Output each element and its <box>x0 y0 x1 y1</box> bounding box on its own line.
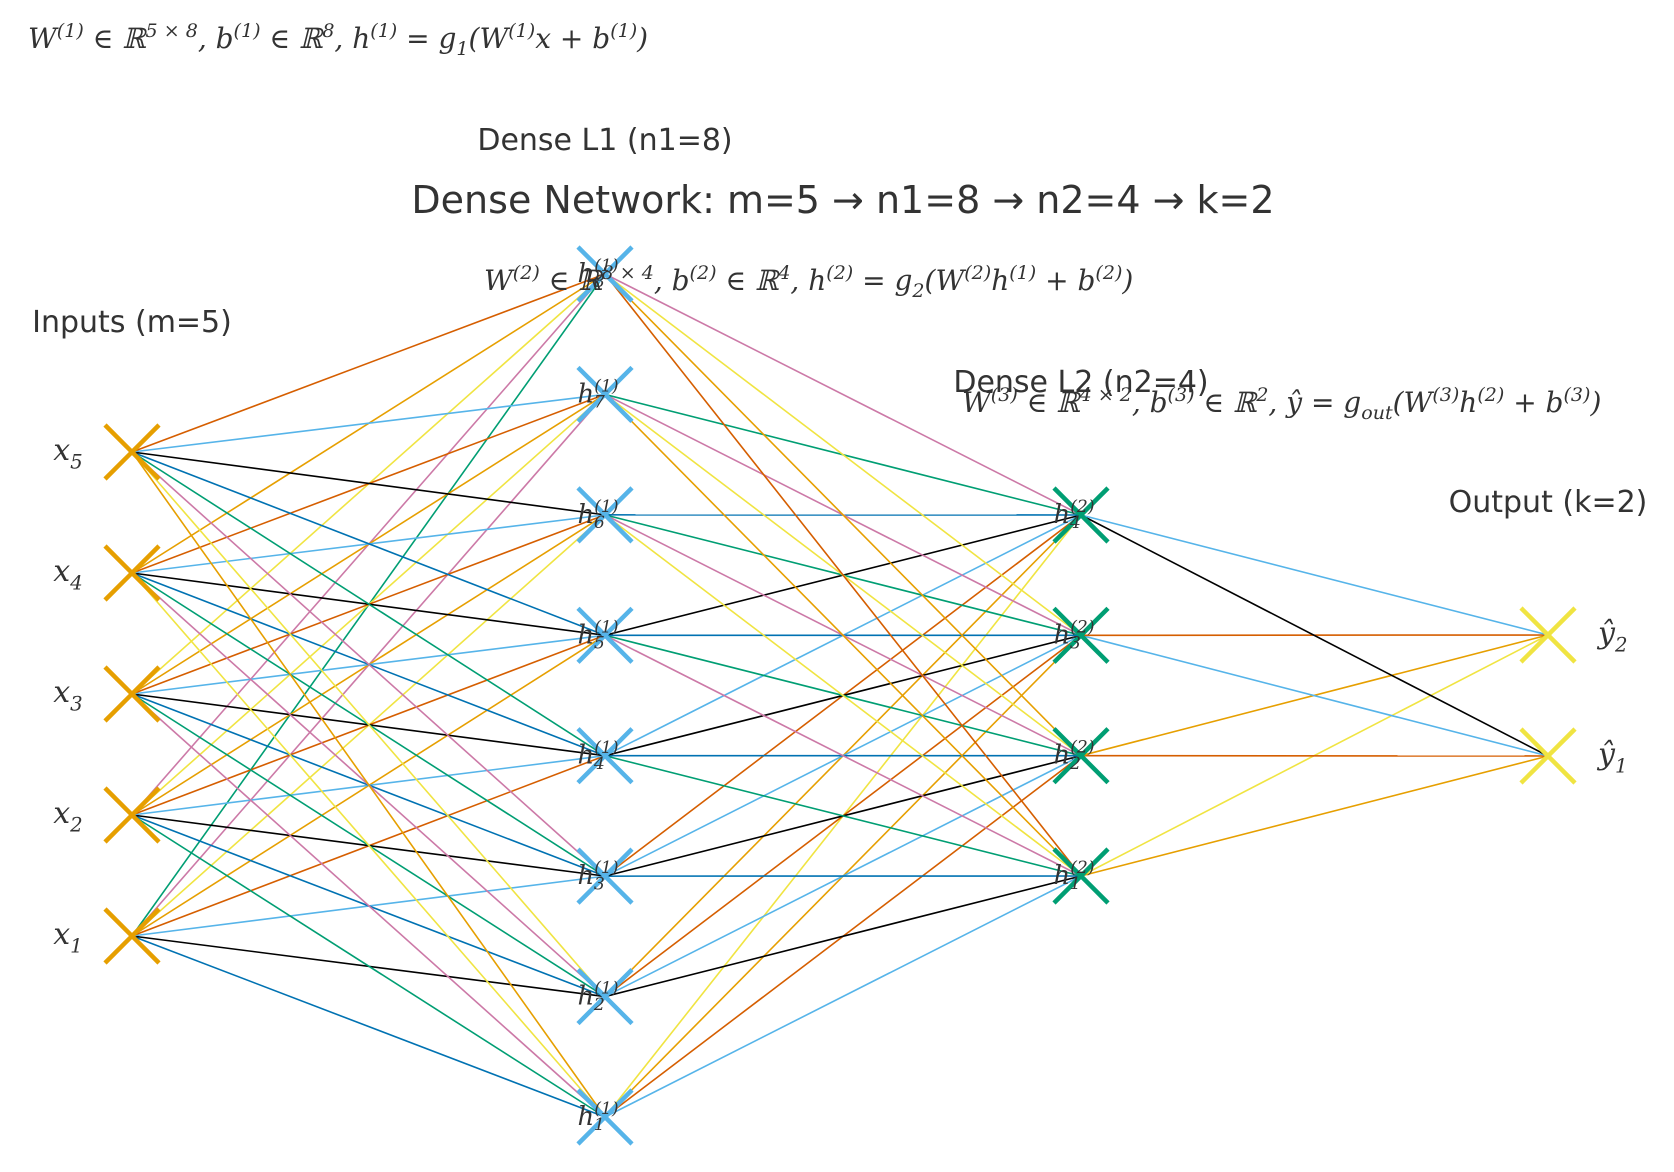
edge-input-5-to-dense1-8 <box>131 273 606 453</box>
node-dense2-1 <box>1052 847 1110 905</box>
input-label-4: x4 <box>53 554 83 594</box>
node-dense2-2 <box>1052 727 1110 785</box>
dense2-label-4: h(2) 4 <box>1053 497 1094 533</box>
edge-input-5-to-dense1-6 <box>131 451 606 516</box>
edge-input-5-to-dense1-1 <box>131 451 606 1118</box>
node-dense1-4 <box>576 727 634 785</box>
edge-input-5-to-dense1-2 <box>131 451 606 998</box>
equation-layer-1: W(1) ∈ ℝ5 × 8, b(1) ∈ ℝ8, h(1) = g1(W(1)… <box>28 20 648 60</box>
output-label-2: ŷ2 <box>1596 616 1628 656</box>
neuron-labels: x1 x2 x3 x4 x5 h(1) 1 h(1) 2 h(1) 3 h(1) 4 h(1) 5 h(1) 6… <box>53 256 1627 1135</box>
node-output-2 <box>1519 606 1577 664</box>
node-output-1 <box>1519 727 1577 785</box>
equation-layer-2: W(2) ∈ ℝ8 × 4, b(2) ∈ ℝ4, h(2) = g2(W(2)… <box>484 262 1133 302</box>
diagram-title: Dense Network: m=5 → n1=8 → n2=4 → k=2 <box>411 178 1274 222</box>
dense1-label-1: h(1) 1 <box>577 1099 618 1135</box>
edge-input-4-to-dense1-1 <box>131 572 606 1118</box>
dense2-label-1: h(2) 1 <box>1053 858 1094 894</box>
layer-header-dense1: Dense L1 (n1=8) <box>477 123 732 158</box>
node-dense1-2 <box>576 967 634 1026</box>
edge-dense2-4-to-output-2 <box>1080 514 1549 636</box>
edge-input-2-to-dense1-1 <box>131 814 606 1118</box>
edge-dense1-8-to-dense2-3 <box>604 273 1082 636</box>
dense2-label-3: h(2) 3 <box>1053 617 1094 653</box>
edge-dense1-6-to-dense2-1 <box>604 514 1082 877</box>
edge-dense2-3-to-output-1 <box>1080 634 1549 757</box>
dense1-label-7: h(1) 7 <box>577 377 618 413</box>
dense1-label-5: h(1) 5 <box>577 617 618 653</box>
edge-input-5-to-dense1-4 <box>131 451 606 757</box>
edge-dense1-2-to-dense2-1 <box>604 875 1082 998</box>
node-dense1-8 <box>576 245 634 303</box>
dense1-label-8: h(1) 8 <box>577 256 618 292</box>
edge-dense1-8-to-dense2-1 <box>604 273 1082 877</box>
node-dense1-7 <box>576 365 634 424</box>
edge-dense2-4-to-output-1 <box>1080 514 1549 757</box>
input-label-5: x5 <box>53 433 83 473</box>
edge-dense1-8-to-dense2-4 <box>604 273 1082 516</box>
edge-input-5-to-dense1-3 <box>131 451 606 877</box>
layer-header-input: Inputs (m=5) <box>32 305 232 340</box>
edge-input-5-to-dense1-5 <box>131 451 606 637</box>
node-input-3 <box>103 665 161 723</box>
dense1-label-3: h(1) 3 <box>577 858 618 894</box>
node-dense2-4 <box>1052 486 1110 544</box>
edge-input-1-to-dense1-1 <box>131 935 606 1118</box>
input-label-3: x3 <box>53 675 83 715</box>
node-dense2-3 <box>1052 606 1110 664</box>
layer-header-dense2: Dense L2 (n2=4) <box>953 365 1208 400</box>
edge-dense1-8-to-dense2-2 <box>604 273 1082 757</box>
input-label-2: x2 <box>53 796 83 836</box>
dense2-label-2: h(2) 2 <box>1053 738 1094 774</box>
node-input-4 <box>103 544 161 602</box>
node-dense1-3 <box>576 847 634 905</box>
input-label-1: x1 <box>53 917 83 957</box>
node-dense1-6 <box>576 486 634 544</box>
output-label-1: ŷ1 <box>1596 737 1628 777</box>
dense1-label-6: h(1) 6 <box>577 497 618 533</box>
node-dense1-5 <box>576 606 634 664</box>
dense1-label-2: h(1) 2 <box>577 979 618 1015</box>
node-input-2 <box>103 786 161 844</box>
node-dense1-1 <box>576 1088 634 1146</box>
node-input-5 <box>103 423 161 481</box>
edge-dense1-1-to-dense2-1 <box>604 875 1082 1118</box>
layer-header-output: Output (k=2) <box>1449 485 1648 520</box>
connection-edges <box>131 273 1549 1118</box>
edge-input-3-to-dense1-1 <box>131 693 606 1118</box>
node-input-1 <box>103 907 161 965</box>
edge-input-5-to-dense1-7 <box>131 393 606 453</box>
dense1-label-4: h(1) 4 <box>577 738 618 774</box>
edge-dense2-1-to-output-1 <box>1080 755 1549 877</box>
equation-layer-3: W(3) ∈ ℝ4 × 2, b(3) ∈ ℝ2, ŷ = gout(W(3)h… <box>962 384 1601 424</box>
edge-dense1-4-to-dense2-1 <box>604 754 1082 877</box>
neuron-nodes <box>103 245 1577 1146</box>
edge-dense1-7-to-dense2-1 <box>604 393 1082 877</box>
edge-dense1-5-to-dense2-1 <box>604 634 1082 877</box>
